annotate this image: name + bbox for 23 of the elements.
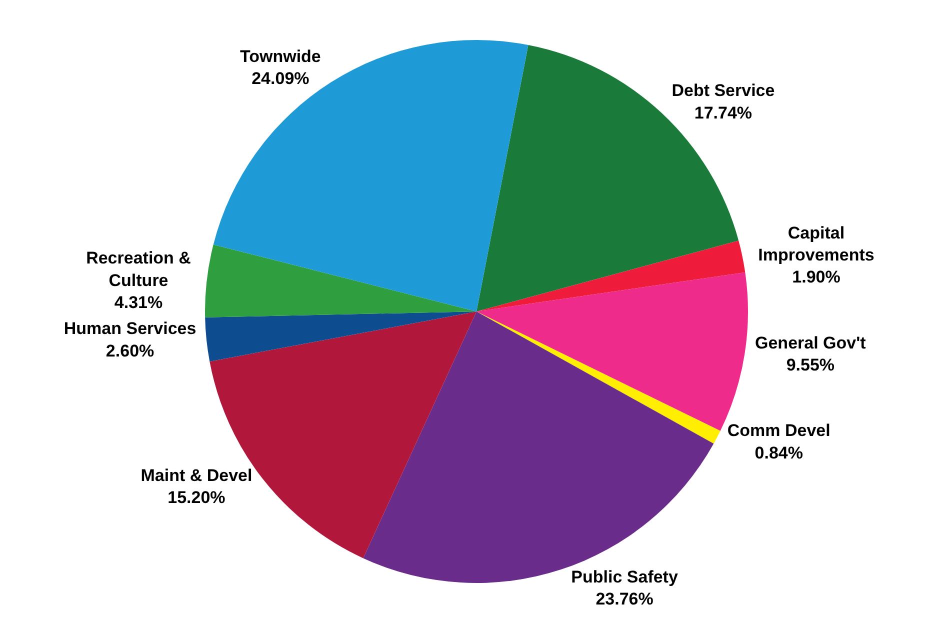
data-label: 17.74%	[694, 103, 752, 122]
data-label: 1.90%	[792, 268, 840, 287]
slice-label: Maint & Devel	[140, 466, 252, 485]
data-label: 15.20%	[168, 488, 226, 507]
pie-slice	[213, 40, 528, 312]
data-label: 23.76%	[596, 590, 654, 609]
data-label: 24.09%	[252, 69, 310, 88]
slice-label: Recreation & Culture	[86, 248, 191, 290]
slice-label: Debt Service	[672, 81, 775, 100]
data-label: 9.55%	[786, 356, 835, 375]
data-label: 2.60%	[106, 341, 154, 360]
data-label: 4.31%	[114, 292, 163, 312]
slice-label: Comm Devel	[727, 421, 830, 440]
slice-label: Capital Improvements	[758, 224, 874, 265]
slice-label: Human Services	[64, 319, 196, 338]
pie-slice	[205, 244, 476, 318]
pie-slice	[476, 312, 720, 444]
pie-slice	[205, 312, 476, 362]
slice-label: Townwide	[240, 46, 321, 66]
data-label: 0.84%	[754, 443, 803, 462]
pie-slice	[476, 240, 746, 312]
slice-label: Public Safety	[571, 568, 678, 587]
slice-label: General Gov't	[755, 333, 866, 352]
